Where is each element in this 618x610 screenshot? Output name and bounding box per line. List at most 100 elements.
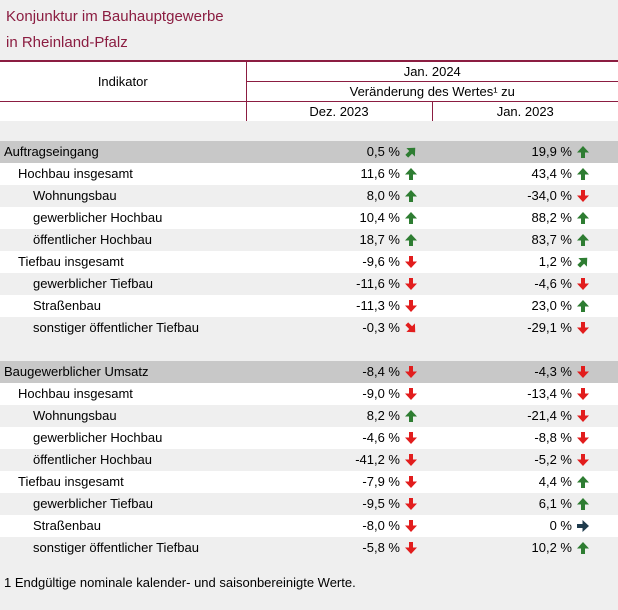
trend-arrow-down-icon [404, 541, 418, 555]
value-vs-jan-2023: 19,9 % [531, 144, 572, 159]
row-label: Tiefbau insgesamt [18, 254, 124, 269]
row-label: öffentlicher Hochbau [33, 452, 153, 467]
value-vs-dez-2023: -9,5 % [362, 496, 400, 511]
value-vs-dez-2023: -9,6 % [362, 254, 400, 269]
table-row: gewerblicher Hochbau -4,6 % -8,8 % [0, 427, 618, 449]
trend-arrow-up-icon [404, 409, 418, 423]
value-vs-dez-2023: 8,2 % [366, 408, 400, 423]
value-vs-jan-2023: -34,0 % [527, 188, 572, 203]
trend-arrow-up-icon [404, 233, 418, 247]
table-row: Tiefbau insgesamt -9,6 % 1,2 % [0, 251, 618, 273]
value-vs-dez-2023: -11,3 % [356, 298, 400, 313]
row-label: sonstiger öffentlicher Tiefbau [33, 540, 199, 555]
table-row: sonstiger öffentlicher Tiefbau -5,8 % 10,2… [0, 537, 618, 559]
value-vs-dez-2023: -8,4 % [362, 364, 400, 379]
row-label: gewerblicher Hochbau [33, 210, 163, 225]
spacer-row [0, 121, 618, 141]
row-label: Straßenbau [33, 298, 101, 313]
value-vs-jan-2023: 23,0 % [531, 298, 572, 313]
trend-arrow-up-icon [404, 167, 418, 181]
row-label: Hochbau insgesamt [18, 166, 133, 181]
trend-arrow-down-icon [576, 409, 590, 423]
trend-arrow-up-icon [576, 145, 590, 159]
trend-arrow-down-icon [576, 387, 590, 401]
value-vs-dez-2023: -4,6 % [362, 430, 400, 445]
table-row: sonstiger öffentlicher Tiefbau -0,3 % -29,… [0, 317, 618, 339]
value-vs-dez-2023: 18,7 % [359, 232, 400, 247]
table-row: gewerblicher Tiefbau -11,6 % -4,6 % [0, 273, 618, 295]
table-row: Tiefbau insgesamt -7,9 % 4,4 % [0, 471, 618, 493]
trend-arrow-down-icon [404, 299, 418, 313]
spacer-row [0, 339, 618, 361]
indicator-header: Indikator [0, 60, 247, 102]
trend-arrow-up-icon [576, 299, 590, 313]
row-label: gewerblicher Tiefbau [33, 276, 153, 291]
trend-arrow-down-icon [404, 365, 418, 379]
table-body: Auftragseingang 0,5 % 19,9 % Hochbau insges… [0, 121, 618, 559]
value-vs-dez-2023: 10,4 % [359, 210, 400, 225]
footnote: 1 Endgültige nominale kalender- und sais… [4, 575, 356, 590]
table-row: gewerblicher Tiefbau -9,5 % 6,1 % [0, 493, 618, 515]
title-line-2: in Rheinland-Pfalz [6, 34, 128, 51]
value-vs-jan-2023: 0 % [549, 518, 572, 533]
trend-arrow-up-right-icon [404, 145, 418, 159]
trend-arrow-up-icon [404, 211, 418, 225]
table-row: Wohnungsbau 8,0 % -34,0 % [0, 185, 618, 207]
title-line-1: Konjunktur im Bauhauptgewerbe [6, 8, 224, 25]
value-vs-jan-2023: 83,7 % [531, 232, 572, 247]
trend-arrow-up-icon [576, 233, 590, 247]
trend-arrow-down-icon [404, 475, 418, 489]
row-label: Auftragseingang [4, 144, 99, 159]
trend-arrow-down-icon [576, 189, 590, 203]
trend-arrow-down-icon [404, 387, 418, 401]
trend-arrow-down-icon [576, 431, 590, 445]
col-header-jan-2023: Jan. 2023 [431, 100, 618, 122]
row-label: Tiefbau insgesamt [18, 474, 124, 489]
table-row: Hochbau insgesamt 11,6 % 43,4 % [0, 163, 618, 185]
value-vs-jan-2023: 6,1 % [538, 496, 572, 511]
trend-arrow-down-icon [404, 277, 418, 291]
value-vs-jan-2023: -8,8 % [534, 430, 572, 445]
period-header: Jan. 2024 [245, 60, 618, 82]
table-row: gewerblicher Hochbau 10,4 % 88,2 % [0, 207, 618, 229]
row-label: gewerblicher Hochbau [33, 430, 163, 445]
col-header-dez-2023: Dez. 2023 [245, 100, 433, 122]
trend-arrow-up-icon [576, 475, 590, 489]
value-vs-jan-2023: -4,6 % [534, 276, 572, 291]
value-vs-jan-2023: -4,3 % [534, 364, 572, 379]
value-vs-jan-2023: -13,4 % [527, 386, 572, 401]
table-header: Indikator Jan. 2024 Veränderung des Wert… [0, 60, 618, 122]
row-label: Wohnungsbau [33, 408, 117, 423]
trend-arrow-down-icon [404, 453, 418, 467]
table-row: Straßenbau -8,0 % 0 % [0, 515, 618, 537]
value-vs-dez-2023: 8,0 % [366, 188, 400, 203]
row-label: gewerblicher Tiefbau [33, 496, 153, 511]
value-vs-jan-2023: -5,2 % [534, 452, 572, 467]
value-vs-dez-2023: -8,0 % [362, 518, 400, 533]
trend-arrow-up-icon [576, 541, 590, 555]
row-label: Straßenbau [33, 518, 101, 533]
row-label: Hochbau insgesamt [18, 386, 133, 401]
table-row: öffentlicher Hochbau -41,2 % -5,2 % [0, 449, 618, 471]
value-vs-jan-2023: 1,2 % [538, 254, 572, 269]
trend-arrow-down-icon [404, 431, 418, 445]
trend-arrow-up-icon [576, 497, 590, 511]
table-row: Hochbau insgesamt -9,0 % -13,4 % [0, 383, 618, 405]
value-vs-jan-2023: 88,2 % [531, 210, 572, 225]
value-vs-jan-2023: 43,4 % [531, 166, 572, 181]
change-header: Veränderung des Wertes¹ zu [245, 80, 618, 102]
trend-arrow-down-icon [576, 321, 590, 335]
value-vs-dez-2023: -5,8 % [362, 540, 400, 555]
trend-arrow-up-icon [404, 189, 418, 203]
section-row: Auftragseingang 0,5 % 19,9 % [0, 141, 618, 163]
value-vs-jan-2023: -21,4 % [527, 408, 572, 423]
trend-arrow-up-right-icon [576, 255, 590, 269]
value-vs-dez-2023: -9,0 % [362, 386, 400, 401]
trend-arrow-down-icon [576, 365, 590, 379]
page-title: Konjunktur im Bauhauptgewerbe in Rheinla… [6, 4, 224, 56]
trend-arrow-down-icon [404, 519, 418, 533]
row-label: Wohnungsbau [33, 188, 117, 203]
trend-arrow-down-icon [576, 277, 590, 291]
trend-arrow-up-icon [576, 211, 590, 225]
